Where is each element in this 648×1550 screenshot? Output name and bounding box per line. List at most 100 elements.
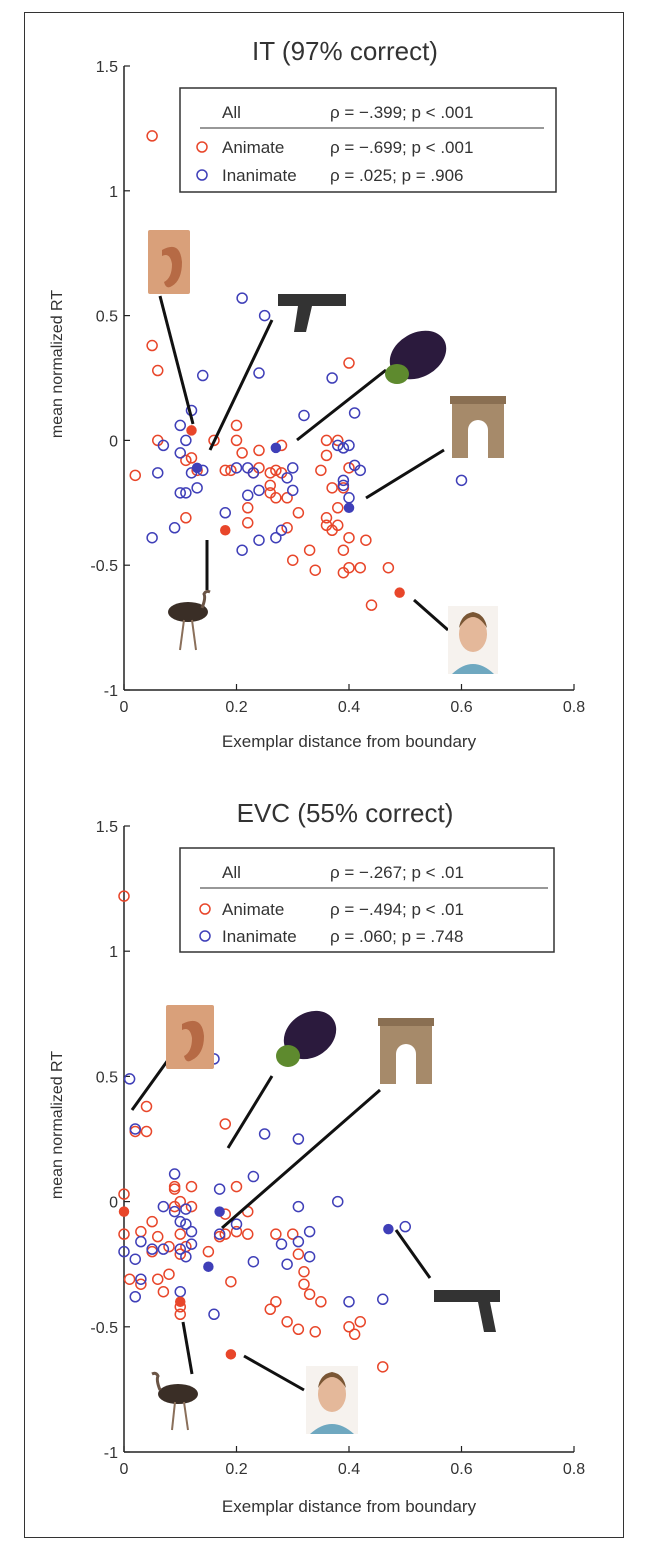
inanimate-point — [191, 482, 203, 494]
inanimate-point — [292, 1235, 305, 1248]
legend-marker-animate — [196, 141, 208, 153]
arch-photo-icon — [450, 396, 506, 458]
inanimate-point — [303, 1250, 316, 1263]
inanimate-point — [174, 1285, 186, 1298]
legend: All ρ = −.399; p < .001 Animate ρ = −.69… — [179, 87, 557, 193]
chart-title: IT (97% correct) — [252, 36, 438, 66]
y-axis-label: mean normalized RT — [49, 290, 66, 438]
figure-frame — [24, 12, 624, 1538]
inanimate-point — [253, 484, 265, 497]
animate-point — [309, 564, 321, 576]
it-scatter-panel: IT (97% correct) mean normalized RT Exem… — [49, 36, 585, 751]
inanimate-point — [287, 462, 299, 474]
inanimate-point — [399, 1220, 411, 1233]
inanimate-point — [298, 409, 310, 422]
animate-point — [185, 452, 198, 464]
highlighted-point — [203, 1261, 214, 1272]
legend-box — [179, 847, 555, 953]
inanimate-point — [343, 492, 355, 504]
animate-point — [270, 1228, 282, 1240]
ear-photo-icon — [166, 1005, 214, 1069]
inanimate-point — [354, 464, 366, 477]
inanimate-point — [146, 1243, 158, 1255]
animate-point — [140, 1125, 153, 1138]
legend-marker-inanimate — [196, 169, 208, 181]
legend-stat-inanimate: ρ = .060; p = .748 — [330, 927, 464, 946]
data-points — [118, 890, 411, 1373]
axis-ticks: 0 0.2 0.4 0.6 0.8 1.5 1 0.5 0 -0.5 -1 — [90, 59, 585, 716]
animate-point — [348, 1328, 361, 1341]
legend-marker-inanimate — [199, 930, 211, 942]
legend-stat-all: ρ = −.267; p < .01 — [330, 863, 464, 882]
animate-point — [135, 1278, 147, 1290]
animate-point — [140, 1100, 153, 1113]
inanimate-point — [129, 1123, 141, 1135]
legend: All ρ = −.267; p < .01 Animate ρ = −.494… — [179, 847, 555, 953]
x-tick-label: 0.2 — [225, 1461, 247, 1478]
exemplar-pictures — [130, 1005, 500, 1434]
animate-point — [281, 522, 293, 534]
animate-point — [303, 544, 316, 556]
inanimate-point — [275, 524, 288, 537]
inanimate-point — [157, 1243, 170, 1255]
highlighted-point — [225, 1349, 237, 1360]
inanimate-point — [270, 531, 282, 544]
animate-point — [264, 467, 276, 479]
animate-point — [292, 1323, 305, 1336]
inanimate-point — [129, 1253, 141, 1265]
highlighted-point — [191, 462, 203, 474]
inanimate-point — [242, 489, 254, 502]
animate-point — [230, 1225, 243, 1238]
legend-label-all: All — [222, 863, 241, 882]
inanimate-point — [180, 1250, 192, 1263]
inanimate-point — [185, 1225, 198, 1238]
animate-point — [354, 1316, 366, 1328]
inanimate-point — [157, 439, 170, 452]
inanimate-point — [292, 1133, 305, 1145]
animate-point — [298, 1278, 310, 1290]
y-tick-label: -1 — [104, 683, 118, 700]
animate-point — [123, 1273, 136, 1285]
inanimate-point — [247, 1170, 260, 1183]
inanimate-point — [332, 439, 344, 452]
animate-point — [219, 1228, 231, 1240]
y-tick-label: 1 — [109, 184, 118, 201]
face-photo-icon — [448, 606, 498, 674]
ostrich-photo-icon — [168, 589, 211, 651]
connector-line — [208, 319, 274, 451]
animate-point — [146, 339, 158, 352]
animate-point — [377, 1361, 389, 1373]
inanimate-point — [247, 1255, 260, 1268]
chart-title: EVC (55% correct) — [237, 798, 454, 828]
connector-line — [181, 1321, 194, 1375]
inanimate-point — [337, 442, 350, 454]
inanimate-point — [230, 1218, 243, 1230]
x-axis-label: Exemplar distance from boundary — [222, 1497, 477, 1516]
inanimate-point — [258, 309, 271, 322]
inanimate-point — [168, 1205, 181, 1218]
animate-point — [168, 1183, 181, 1195]
inanimate-point — [129, 1291, 141, 1303]
animate-point — [320, 449, 333, 462]
inanimate-point — [135, 1235, 147, 1248]
animate-point — [320, 512, 333, 524]
inanimate-point — [168, 522, 181, 534]
eggplant-photo-icon — [385, 330, 447, 384]
animate-point — [118, 1188, 130, 1200]
legend-stat-inanimate: ρ = .025; p = .906 — [330, 166, 464, 185]
inanimate-point — [253, 534, 265, 546]
animate-point — [264, 487, 276, 499]
evc-scatter-panel: EVC (55% correct) mean normalized RT Exe… — [49, 798, 585, 1516]
connector-line — [365, 448, 445, 500]
inanimate-point — [174, 419, 186, 432]
x-tick-label: 0 — [120, 1461, 129, 1478]
animate-point — [185, 1180, 198, 1193]
inanimate-point — [123, 1073, 136, 1085]
x-tick-label: 0 — [120, 699, 129, 716]
inanimate-point — [337, 474, 350, 487]
x-tick-label: 0.8 — [563, 699, 585, 716]
inanimate-point — [247, 467, 260, 479]
inanimate-point — [135, 1273, 147, 1285]
animate-point — [242, 517, 254, 529]
legend-label-animate: Animate — [222, 900, 284, 919]
